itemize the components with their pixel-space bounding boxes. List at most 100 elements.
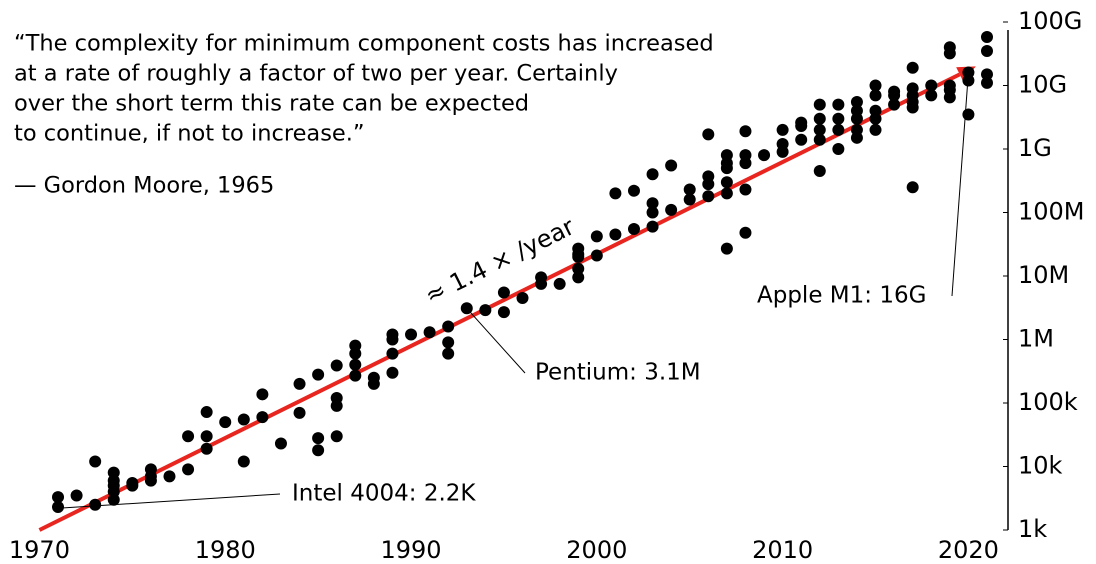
chip-point bbox=[962, 108, 975, 121]
chip-point bbox=[739, 226, 752, 239]
chip-point bbox=[906, 82, 919, 95]
chip-point bbox=[293, 406, 306, 419]
chip-point bbox=[906, 61, 919, 74]
chip-point bbox=[89, 455, 102, 468]
chip-point bbox=[572, 271, 585, 284]
chip-point bbox=[479, 304, 492, 317]
chip-point bbox=[646, 220, 659, 233]
chip-point bbox=[850, 123, 863, 136]
chip-point bbox=[590, 230, 603, 243]
chip-point bbox=[237, 455, 250, 468]
chip-point bbox=[553, 277, 566, 290]
chip-point bbox=[52, 501, 65, 514]
y-tick-label: 1k bbox=[1018, 515, 1047, 543]
annotation-leader bbox=[466, 307, 526, 374]
chip-point bbox=[386, 366, 399, 379]
quote-line: at a rate of roughly a factor of two per… bbox=[14, 61, 618, 87]
trend-line bbox=[38, 72, 961, 532]
chip-point bbox=[256, 388, 269, 401]
chip-point bbox=[720, 187, 733, 200]
quote-line: over the short term this rate can be exp… bbox=[14, 91, 529, 117]
chip-point bbox=[405, 328, 418, 341]
chip-point bbox=[925, 79, 938, 92]
chip-point bbox=[702, 128, 715, 141]
chip-point bbox=[200, 406, 213, 419]
chip-point bbox=[497, 286, 510, 299]
x-tick-label: 2020 bbox=[938, 536, 999, 564]
chip-point bbox=[572, 262, 585, 275]
chip-point bbox=[980, 31, 993, 44]
chip-point bbox=[107, 466, 120, 479]
annotation-label: Intel 4004: 2.2K bbox=[292, 481, 476, 507]
x-tick-label: 2000 bbox=[566, 536, 627, 564]
chip-point bbox=[832, 123, 845, 136]
chip-point bbox=[776, 123, 789, 136]
chip-point bbox=[665, 159, 678, 172]
chip-point bbox=[442, 347, 455, 360]
chip-point bbox=[813, 98, 826, 111]
chip-point bbox=[330, 391, 343, 404]
x-tick-label: 1970 bbox=[9, 536, 70, 564]
chip-point bbox=[869, 79, 882, 92]
chip-point bbox=[423, 326, 436, 339]
chip-point bbox=[126, 476, 139, 489]
chip-point bbox=[832, 143, 845, 155]
chip-point bbox=[646, 168, 659, 181]
chip-point bbox=[776, 137, 789, 150]
chip-point bbox=[943, 79, 956, 92]
chip-point bbox=[813, 123, 826, 136]
quote-line: to continue, if not to increase.” bbox=[14, 121, 365, 147]
chip-point bbox=[312, 444, 325, 457]
chip-point bbox=[739, 125, 752, 138]
annotation-leader bbox=[57, 493, 281, 509]
chip-point bbox=[237, 413, 250, 426]
chip-point bbox=[758, 149, 771, 162]
y-tick-label: 10G bbox=[1018, 71, 1067, 99]
y-tick-label: 100G bbox=[1018, 7, 1082, 35]
chip-point bbox=[516, 292, 529, 305]
chip-point bbox=[627, 184, 640, 197]
chip-point bbox=[869, 89, 882, 102]
chip-point bbox=[869, 104, 882, 117]
chip-point bbox=[442, 336, 455, 349]
chip-point bbox=[962, 74, 975, 87]
chip-point bbox=[200, 430, 213, 443]
chip-point bbox=[665, 203, 678, 216]
chip-point bbox=[739, 149, 752, 162]
attribution: — Gordon Moore, 1965 bbox=[14, 173, 274, 199]
annotation-leader bbox=[951, 72, 969, 297]
quote-line: “The complexity for minimum component co… bbox=[14, 31, 714, 57]
y-tick-label: 10k bbox=[1018, 452, 1063, 480]
chip-point bbox=[182, 463, 195, 476]
chip-point bbox=[702, 170, 715, 183]
chip-point bbox=[850, 104, 863, 117]
y-tick-label: 10M bbox=[1018, 261, 1069, 289]
chip-point bbox=[497, 306, 510, 319]
chip-point bbox=[144, 463, 157, 476]
chip-point bbox=[813, 112, 826, 125]
chip-point bbox=[609, 187, 622, 200]
chip-point bbox=[386, 347, 399, 360]
chip-point bbox=[312, 368, 325, 381]
chip-point bbox=[256, 411, 269, 424]
chip-point bbox=[739, 183, 752, 196]
chip-point bbox=[683, 183, 696, 196]
chip-point bbox=[925, 89, 938, 102]
chip-point bbox=[349, 358, 362, 371]
chip-point bbox=[572, 242, 585, 255]
x-tick-label: 2010 bbox=[752, 536, 813, 564]
chip-point bbox=[720, 242, 733, 255]
chip-point bbox=[795, 116, 808, 129]
chip-point bbox=[386, 328, 399, 341]
chip-point bbox=[590, 249, 603, 262]
y-tick-label: 1M bbox=[1018, 325, 1054, 353]
x-tick-label: 1990 bbox=[380, 536, 441, 564]
chip-point bbox=[535, 271, 548, 284]
chip-point bbox=[70, 489, 83, 502]
chip-point bbox=[367, 371, 380, 384]
chip-point bbox=[646, 197, 659, 210]
chip-point bbox=[349, 339, 362, 352]
chip-point bbox=[219, 416, 232, 429]
chip-point bbox=[720, 176, 733, 189]
